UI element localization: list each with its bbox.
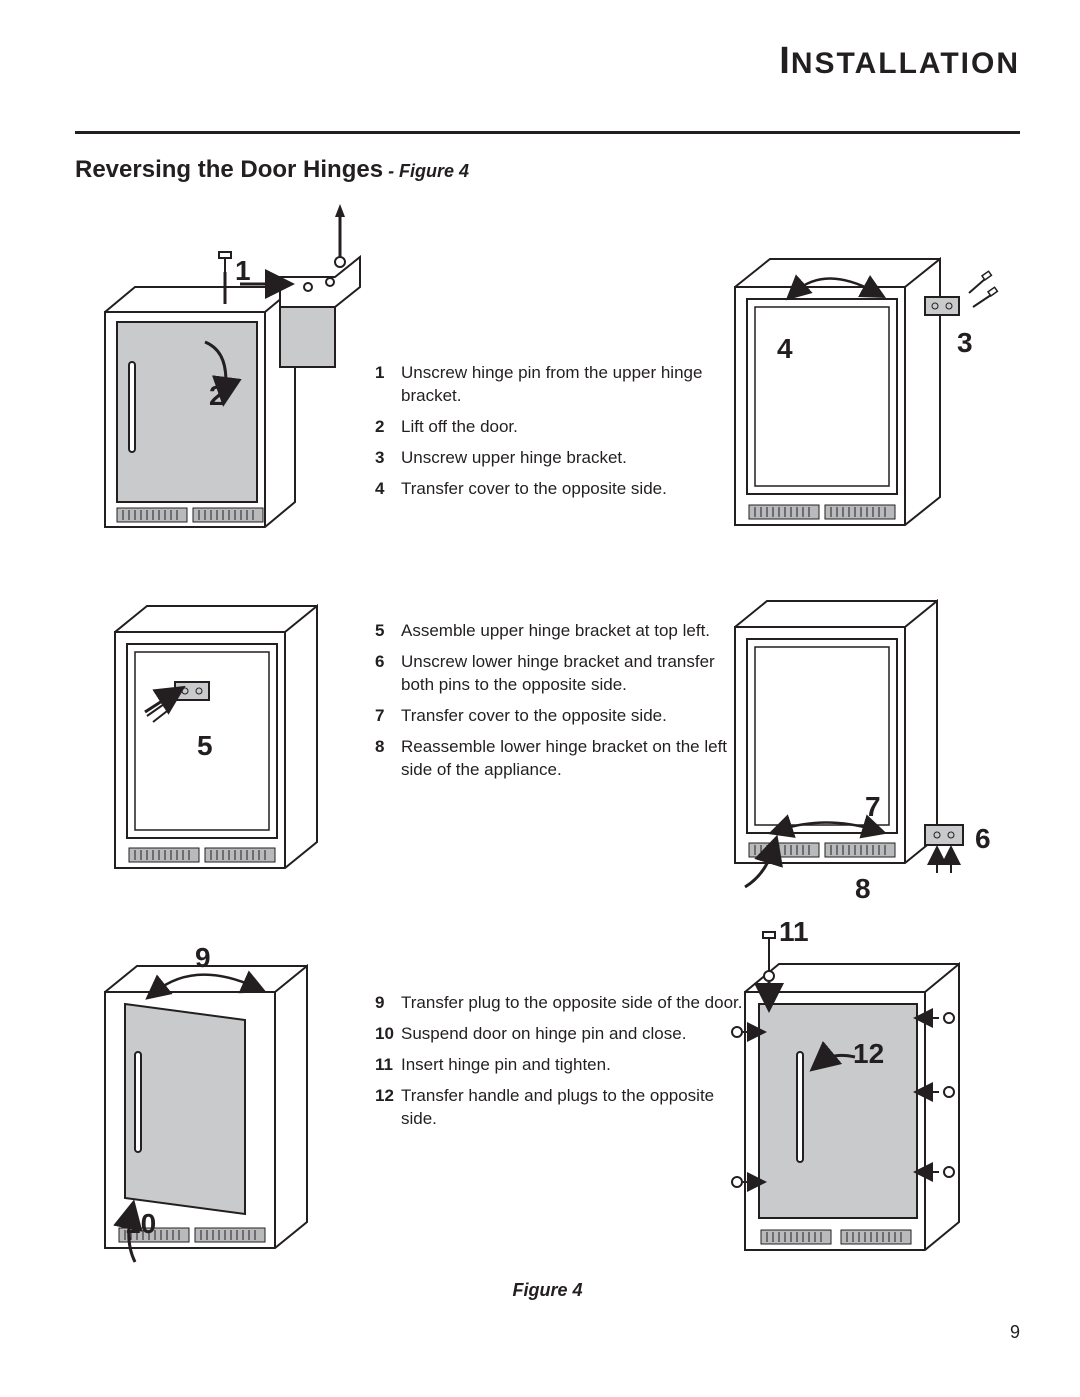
step-text: Transfer handle and plugs to the opposit… <box>401 1085 745 1131</box>
step-text: Unscrew hinge pin from the upper hinge b… <box>401 362 745 408</box>
title-initial: I <box>779 40 791 82</box>
callout-12: 12 <box>853 1040 884 1068</box>
step-text: Transfer cover to the opposite side. <box>401 478 745 501</box>
step-list-3: 9Transfer plug to the opposite side of t… <box>375 992 745 1139</box>
subhead-main: Reversing the Door Hinges <box>75 156 383 183</box>
callout-5: 5 <box>197 732 213 760</box>
step-num: 12 <box>375 1085 401 1131</box>
header-rule <box>75 131 1020 134</box>
step-num: 1 <box>375 362 401 408</box>
callout-3: 3 <box>957 329 973 357</box>
subheading: Reversing the Door Hinges - Figure 4 <box>75 156 1020 184</box>
title-rest: NSTALLATION <box>791 47 1020 80</box>
callout-2: 2 <box>209 382 225 410</box>
step-text: Insert hinge pin and tighten. <box>401 1054 745 1077</box>
step-text: Transfer plug to the opposite side of th… <box>401 992 745 1015</box>
callout-4: 4 <box>777 335 793 363</box>
section-title: INSTALLATION <box>75 40 1020 83</box>
step-text: Suspend door on hinge pin and close. <box>401 1023 745 1046</box>
diagram-panel-9-10: 9 10 <box>95 932 355 1272</box>
step-num: 4 <box>375 478 401 501</box>
step-num: 6 <box>375 651 401 697</box>
callout-10: 10 <box>125 1210 156 1238</box>
callout-8: 8 <box>855 875 871 903</box>
callout-7: 7 <box>865 793 881 821</box>
step-num: 7 <box>375 705 401 728</box>
step-num: 9 <box>375 992 401 1015</box>
diagram-panel-1-2: 1 2 <box>85 192 385 562</box>
step-text: Transfer cover to the opposite side. <box>401 705 745 728</box>
step-num: 11 <box>375 1054 401 1077</box>
step-text: Unscrew lower hinge bracket and transfer… <box>401 651 745 697</box>
diagram-panel-5: 5 <box>105 592 355 892</box>
step-num: 5 <box>375 620 401 643</box>
diagram-panel-3-4: 4 3 <box>725 247 1015 557</box>
callout-11: 11 <box>779 918 809 946</box>
step-text: Reassemble lower hinge bracket on the le… <box>401 736 745 782</box>
step-text: Assemble upper hinge bracket at top left… <box>401 620 745 643</box>
callout-1: 1 <box>235 257 251 285</box>
figure-area: 1 2 1Unscrew hinge pin from the upper hi… <box>75 192 1020 1342</box>
step-num: 3 <box>375 447 401 470</box>
diagram-panel-11-12: 11 12 <box>725 922 1015 1272</box>
subhead-fig: - Figure 4 <box>383 161 469 181</box>
step-text: Lift off the door. <box>401 416 745 439</box>
step-num: 2 <box>375 416 401 439</box>
callout-9: 9 <box>195 944 211 972</box>
page-number: 9 <box>1010 1322 1020 1343</box>
step-num: 10 <box>375 1023 401 1046</box>
step-num: 8 <box>375 736 401 782</box>
step-list-2: 5Assemble upper hinge bracket at top lef… <box>375 620 745 790</box>
figure-caption: Figure 4 <box>75 1280 1020 1301</box>
diagram-panel-6-7-8: 7 6 8 <box>725 587 1025 917</box>
callout-6: 6 <box>975 825 991 853</box>
step-text: Unscrew upper hinge bracket. <box>401 447 745 470</box>
step-list-1: 1Unscrew hinge pin from the upper hinge … <box>375 362 745 509</box>
